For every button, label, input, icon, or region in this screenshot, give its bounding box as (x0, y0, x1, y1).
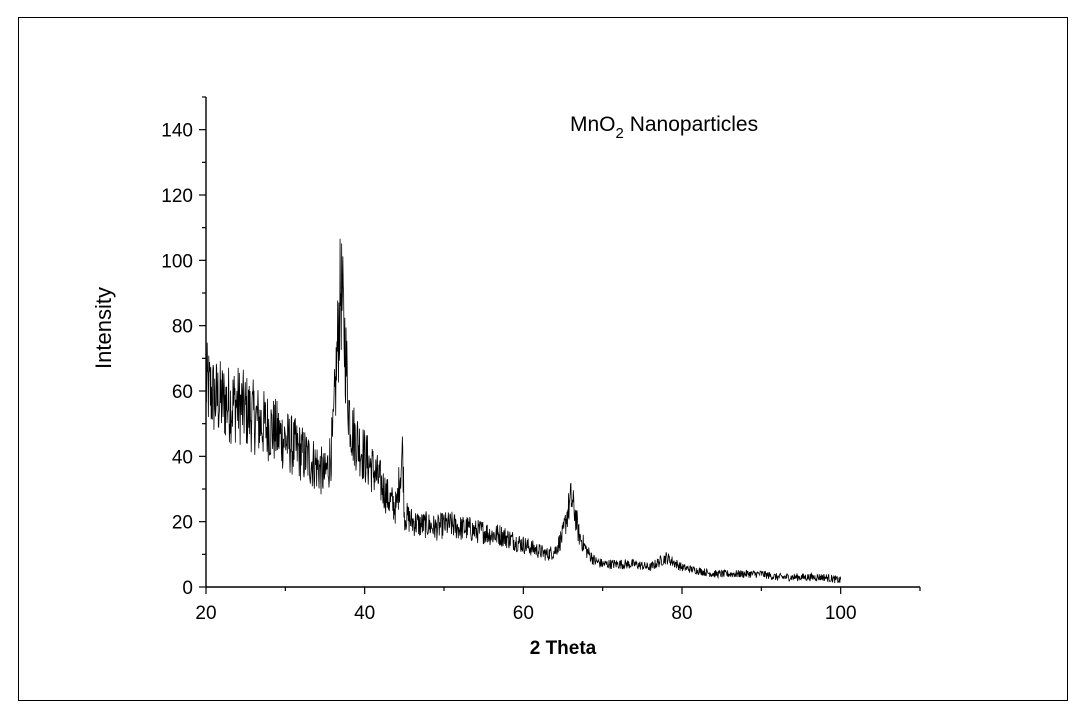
series-layer (205, 238, 842, 584)
y-tick-label: 60 (172, 382, 193, 403)
x-tick-label: 80 (671, 603, 692, 624)
y-tick-label: 120 (161, 186, 193, 207)
annotation-subscript: 2 (616, 125, 624, 142)
y-tick-label: 0 (182, 578, 193, 599)
x-tick-label: 20 (195, 603, 216, 624)
x-tick-label: 40 (354, 603, 375, 624)
y-tick-label: 100 (161, 251, 193, 272)
y-tick-label: 40 (172, 447, 193, 468)
y-axis-title: Intensity (91, 287, 116, 369)
y-tick-label: 140 (161, 121, 193, 142)
annotation-rest: Nanoparticles (624, 113, 758, 136)
y-tick-label: 80 (172, 317, 193, 338)
chart-annotation: MnO2 Nanoparticles (570, 113, 758, 142)
x-axis-title: 2 Theta (530, 638, 597, 659)
y-tick-label: 20 (172, 513, 193, 534)
axes (205, 97, 920, 588)
x-tick-label: 100 (825, 603, 857, 624)
x-tick-label: 60 (513, 603, 534, 624)
annotation-main: MnO (570, 113, 616, 136)
ticks (199, 96, 921, 594)
xrd-series-line (205, 238, 842, 584)
